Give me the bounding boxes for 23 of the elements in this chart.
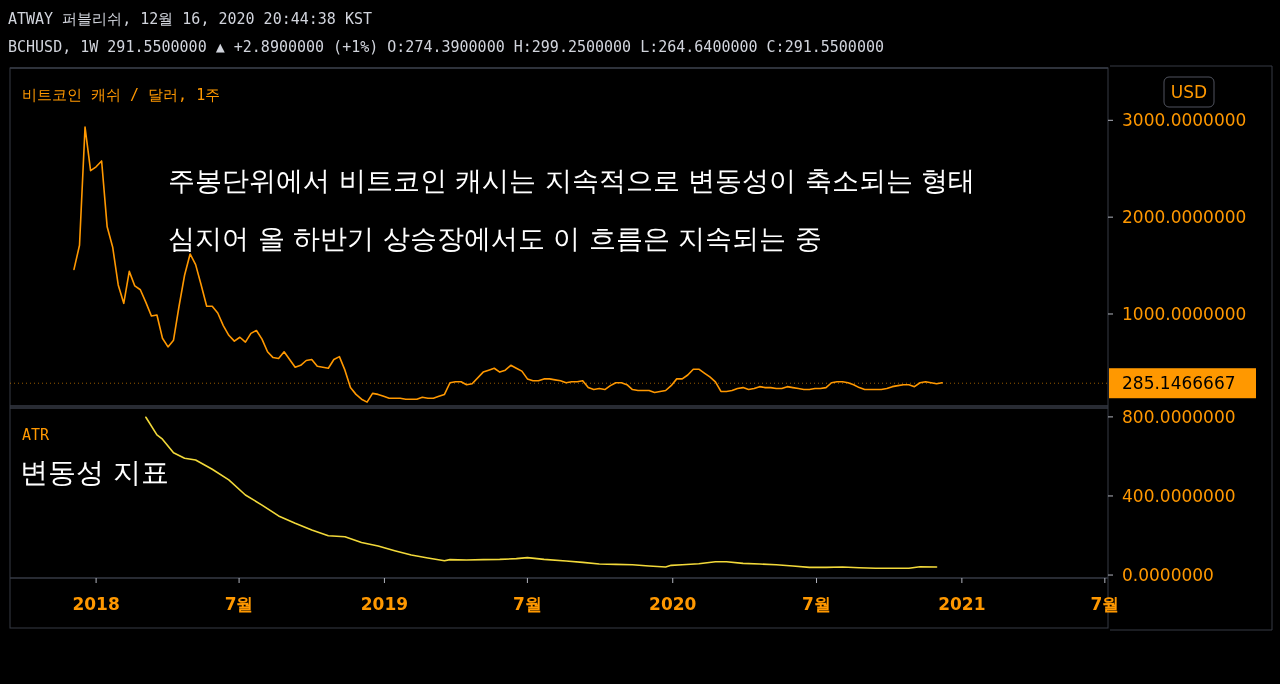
y-tick-label: 2000.0000000: [1122, 207, 1247, 228]
y-tick-label: 800.0000000: [1122, 406, 1236, 427]
annotation: 심지어 올 하반기 상승장에서도 이 흐름은 지속되는 중: [168, 223, 823, 254]
annotation: 주봉단위에서 비트코인 캐시는 지속적으로 변동성이 축소되는 형태: [168, 165, 976, 196]
y-tick-label: 1000.0000000: [1122, 303, 1247, 324]
x-tick-label: 7월: [802, 594, 831, 614]
text: 비트코인 캐쉬 / 달러, 1주: [22, 86, 221, 104]
text: ATWAY 퍼블리쉬, 12월 16, 2020 20:44:38 KST: [8, 10, 372, 28]
x-tick-label: 7월: [512, 594, 542, 614]
y-axis-title: USD: [1170, 82, 1208, 102]
x-tick-label: 2021: [938, 594, 986, 614]
text: ATR: [22, 426, 51, 444]
y-tick-label: 0.0000000: [1122, 565, 1214, 586]
x-tick-label: 7월: [1090, 594, 1120, 614]
x-tick-label: 2018: [72, 594, 120, 614]
y-tick-label: 400.0000000: [1122, 485, 1236, 506]
x-tick-label: 7월: [224, 594, 254, 614]
x-tick-label: 2020: [649, 594, 697, 614]
y-tick-label: 3000.0000000: [1122, 110, 1247, 131]
ref-line-label: 285.1466667: [1122, 373, 1236, 394]
x-tick-label: 2019: [360, 594, 409, 614]
annotation: 변동성 지표: [20, 456, 169, 489]
text: BCHUSD, 1W 291.5500000 ▲ +2.8900000 (+1%) O:274.3900000 H:299.2500000 L:264.6400000 C:291.5500000: [8, 38, 884, 56]
